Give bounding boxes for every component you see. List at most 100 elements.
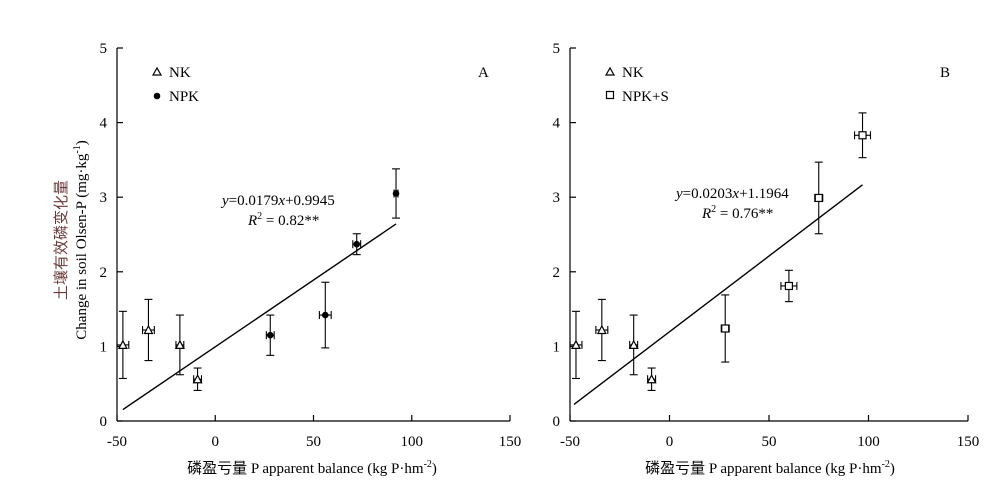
x-tick-label: 100 xyxy=(857,434,880,450)
panel-a-y-axis-title: Change in soil Olsen-P (mg·kg-1) xyxy=(72,140,90,339)
data-point xyxy=(265,314,275,356)
panel-b-r2: R2 = 0.76** xyxy=(701,204,773,222)
x-tick-label: 150 xyxy=(957,434,980,450)
panel-a-r2: R2 = 0.82** xyxy=(247,211,319,229)
panel-a-label: A xyxy=(478,65,489,81)
legend-npks-label: NPK+S xyxy=(622,89,669,105)
y-tick-label: 3 xyxy=(100,190,108,206)
panel-a-points xyxy=(116,168,401,391)
x-title-sup: -2 xyxy=(424,459,432,470)
panel-b-equation: y=0.0203x+1.1964 xyxy=(674,186,789,202)
r-value: = 0.76** xyxy=(716,206,773,222)
nk-marker xyxy=(192,373,203,384)
x-title-main: 磷盈亏量 P apparent balance (kg P·hm xyxy=(645,460,882,477)
r-value: = 0.82** xyxy=(262,213,319,229)
eq-part1: =0.0203 xyxy=(683,186,733,202)
y-tick-label: 4 xyxy=(553,116,561,132)
x-tick-label: 100 xyxy=(401,434,424,450)
legend-npks-square-icon xyxy=(605,90,615,100)
legend-nk-triangle-icon xyxy=(604,66,616,76)
x-title-sup: -2 xyxy=(882,459,890,470)
panel-a-legend: NK NPK xyxy=(151,65,199,105)
eq-part2: +1.1964 xyxy=(739,186,789,202)
legend-nk-label: NK xyxy=(169,65,191,81)
eq-x-var: x xyxy=(277,193,285,209)
x-tick-label: 50 xyxy=(762,434,777,450)
npks-marker xyxy=(721,324,730,333)
r-var: R xyxy=(247,213,257,229)
y-title-sup: -1 xyxy=(72,145,83,153)
data-point xyxy=(595,298,609,362)
eq-part1: =0.0179 xyxy=(229,193,279,209)
y-tick-label: 0 xyxy=(553,414,561,430)
legend-npk-circle-icon xyxy=(153,92,161,100)
data-point xyxy=(116,310,130,380)
data-point xyxy=(780,269,798,303)
x-tick-label: 150 xyxy=(499,434,522,450)
eq-y-var: y xyxy=(674,186,683,202)
y-tick-label: 4 xyxy=(100,116,108,132)
regression-line xyxy=(573,184,863,405)
y-tick-label: 1 xyxy=(553,339,561,355)
panel-b-legend: NK NPK+S xyxy=(604,65,669,105)
panel-a-y-axis-title-cn: 土壤有效磷变化量 xyxy=(52,180,70,300)
eq-part2: +0.9945 xyxy=(285,193,335,209)
npk-marker xyxy=(392,190,400,197)
nk-marker xyxy=(143,324,154,335)
y-tick-label: 1 xyxy=(100,339,108,355)
r-var: R xyxy=(701,206,711,222)
legend-nk-label: NK xyxy=(622,65,644,81)
legend-nk-triangle-icon xyxy=(151,66,163,76)
panel-a: -50 0 50 100 150 0 1 2 3 4 5 A NK NPK y=0.0179x+0.… xyxy=(52,41,521,477)
npk-marker xyxy=(266,331,274,339)
x-title-tail: ) xyxy=(432,461,437,477)
npk-marker xyxy=(321,311,329,319)
regression-line xyxy=(122,223,397,411)
x-title-tail: ) xyxy=(890,461,895,477)
eq-y-var: y xyxy=(220,193,229,209)
npk-marker xyxy=(353,240,361,248)
x-title-main: 磷盈亏量 P apparent balance (kg P·hm xyxy=(187,460,424,477)
panel-a-ticks: -50 0 50 100 150 0 1 2 3 4 5 xyxy=(100,41,522,450)
data-point xyxy=(392,168,401,219)
panel-a-fit-line-group xyxy=(122,223,397,411)
nk-marker xyxy=(570,339,581,350)
nk-marker xyxy=(646,373,657,384)
panel-a-x-axis-title: 磷盈亏量 P apparent balance (kg P·hm-2) xyxy=(187,459,437,477)
x-tick-label: -50 xyxy=(107,434,127,450)
panel-b-x-axis-title: 磷盈亏量 P apparent balance (kg P·hm-2) xyxy=(645,459,895,477)
x-tick-label: -50 xyxy=(560,434,580,450)
data-point xyxy=(174,314,185,376)
y-title-main: Change in soil Olsen-P (mg·kg xyxy=(74,153,90,340)
nk-marker xyxy=(596,324,607,335)
eq-x-var: x xyxy=(731,186,739,202)
y-tick-label: 0 xyxy=(100,414,108,430)
y-tick-label: 2 xyxy=(553,265,561,281)
panel-b: -50 0 50 100 150 0 1 2 3 4 5 B NK NPK+S y=0.0203x+… xyxy=(553,41,980,477)
data-point xyxy=(352,233,362,256)
y-title-tail: ) xyxy=(74,140,90,145)
r-sup: 2 xyxy=(257,211,262,222)
data-point xyxy=(141,298,155,362)
npks-marker xyxy=(858,131,867,140)
panel-b-fit-line-group xyxy=(573,184,863,405)
data-point xyxy=(569,310,583,380)
nk-marker xyxy=(628,339,639,350)
legend-npk-label: NPK xyxy=(169,89,199,105)
data-point xyxy=(192,367,203,391)
y-tick-label: 5 xyxy=(100,41,108,57)
y-tick-label: 2 xyxy=(100,265,108,281)
data-point xyxy=(814,161,824,235)
r-sup: 2 xyxy=(711,204,716,215)
panel-b-ticks: -50 0 50 100 150 0 1 2 3 4 5 xyxy=(553,41,980,450)
nk-marker xyxy=(174,339,185,350)
x-tick-label: 50 xyxy=(306,434,321,450)
data-point xyxy=(628,314,639,376)
data-point xyxy=(854,112,872,159)
y-tick-label: 3 xyxy=(553,190,561,206)
panel-b-label: B xyxy=(940,65,950,81)
x-tick-label: 0 xyxy=(666,434,674,450)
panel-b-points xyxy=(569,112,872,391)
x-tick-label: 0 xyxy=(212,434,220,450)
